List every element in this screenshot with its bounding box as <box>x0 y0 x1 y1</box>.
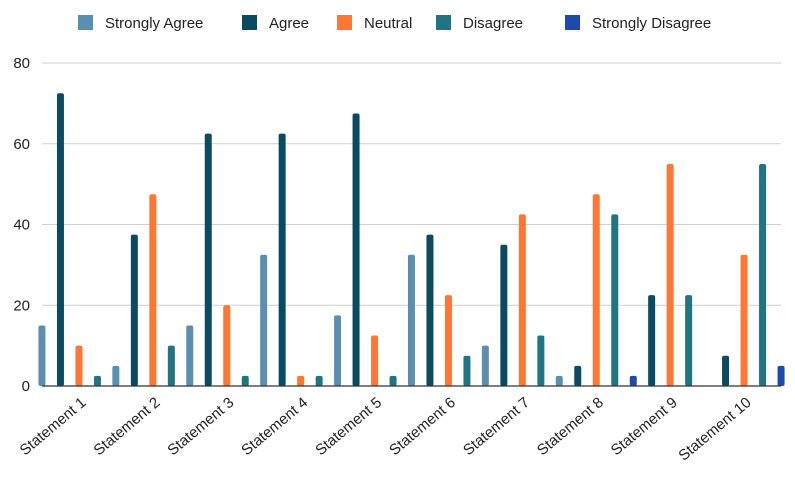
legend-label: Strongly Disagree <box>592 15 711 32</box>
legend-label: Disagree <box>463 15 523 32</box>
legend-swatch <box>436 15 451 30</box>
bar-neutral <box>149 194 157 386</box>
x-tick-label: Statement 3 <box>164 394 237 459</box>
legend-item: Neutral <box>337 15 412 32</box>
bar-disagree <box>93 375 101 386</box>
x-tick-label: Statement 10 <box>675 394 754 464</box>
x-tick-label: Statement 6 <box>386 394 459 459</box>
y-axis-ticks: 0 20 40 60 80 <box>13 55 30 395</box>
x-tick-label: Statement 2 <box>91 394 164 459</box>
bar-agree <box>426 234 434 386</box>
bar-strongly-agree <box>407 254 415 386</box>
x-tick-label: Statement 5 <box>312 394 385 459</box>
legend-label: Agree <box>269 15 309 32</box>
bar-disagree <box>167 345 175 386</box>
bar-strongly-disagree <box>777 365 785 386</box>
bar-strongly-agree <box>112 365 120 386</box>
bar-disagree <box>759 163 767 386</box>
bar-disagree <box>241 375 249 386</box>
legend-swatch <box>78 15 93 30</box>
legend-label: Strongly Agree <box>105 15 203 32</box>
legend-swatch <box>337 15 352 30</box>
legend-swatch <box>565 15 580 30</box>
bar-strongly-agree <box>481 345 489 386</box>
bar-disagree <box>685 295 693 386</box>
legend: Strongly Agree Agree Neutral Disagree Strong… <box>78 15 711 32</box>
y-tick-label: 60 <box>13 136 30 153</box>
bar-neutral <box>592 194 600 386</box>
x-tick-label: Statement 1 <box>17 394 90 459</box>
x-axis-ticks: Statement 1 Statement 2 Statement 3 Stateme… <box>17 394 755 464</box>
bar-neutral <box>371 335 379 386</box>
x-tick-label: Statement 7 <box>460 394 533 459</box>
y-tick-label: 80 <box>13 55 30 72</box>
legend-item: Disagree <box>436 15 523 32</box>
bar-agree <box>130 234 138 386</box>
bar-neutral <box>223 305 231 386</box>
bar-neutral <box>444 295 452 386</box>
bar-strongly-agree <box>38 325 46 386</box>
bar-agree <box>204 133 212 386</box>
bar-agree <box>500 244 508 386</box>
legend-swatch <box>242 15 257 30</box>
bar-agree <box>574 365 582 386</box>
bar-disagree <box>389 375 397 386</box>
bar-agree <box>722 355 730 386</box>
bar-disagree <box>315 375 323 386</box>
x-tick-label: Statement 9 <box>608 394 681 459</box>
legend-item: Strongly Disagree <box>565 15 711 32</box>
y-tick-label: 0 <box>22 378 30 395</box>
legend-label: Neutral <box>364 15 412 32</box>
bar-agree <box>278 133 286 386</box>
legend-item: Agree <box>242 15 309 32</box>
bar-strongly-agree <box>260 254 268 386</box>
bar-agree <box>56 93 64 386</box>
bar-agree <box>352 113 360 386</box>
bar-strongly-agree <box>555 375 563 386</box>
x-tick-label: Statement 4 <box>238 394 311 459</box>
bar-neutral <box>740 254 748 386</box>
bar-neutral <box>666 163 674 386</box>
bar-strongly-disagree <box>629 375 637 386</box>
x-tick-label: Statement 8 <box>534 394 607 459</box>
bar-agree <box>648 295 656 386</box>
bar-disagree <box>463 355 471 386</box>
bar-neutral <box>297 375 305 386</box>
y-tick-label: 40 <box>13 217 30 234</box>
legend-item: Strongly Agree <box>78 15 203 32</box>
bar-strongly-agree <box>186 325 194 386</box>
bars <box>38 93 785 386</box>
bar-strongly-agree <box>334 315 342 386</box>
bar-disagree <box>537 335 545 386</box>
bar-neutral <box>518 214 526 386</box>
y-tick-label: 20 <box>13 297 30 314</box>
bar-neutral <box>75 345 83 386</box>
bar-disagree <box>611 214 619 386</box>
